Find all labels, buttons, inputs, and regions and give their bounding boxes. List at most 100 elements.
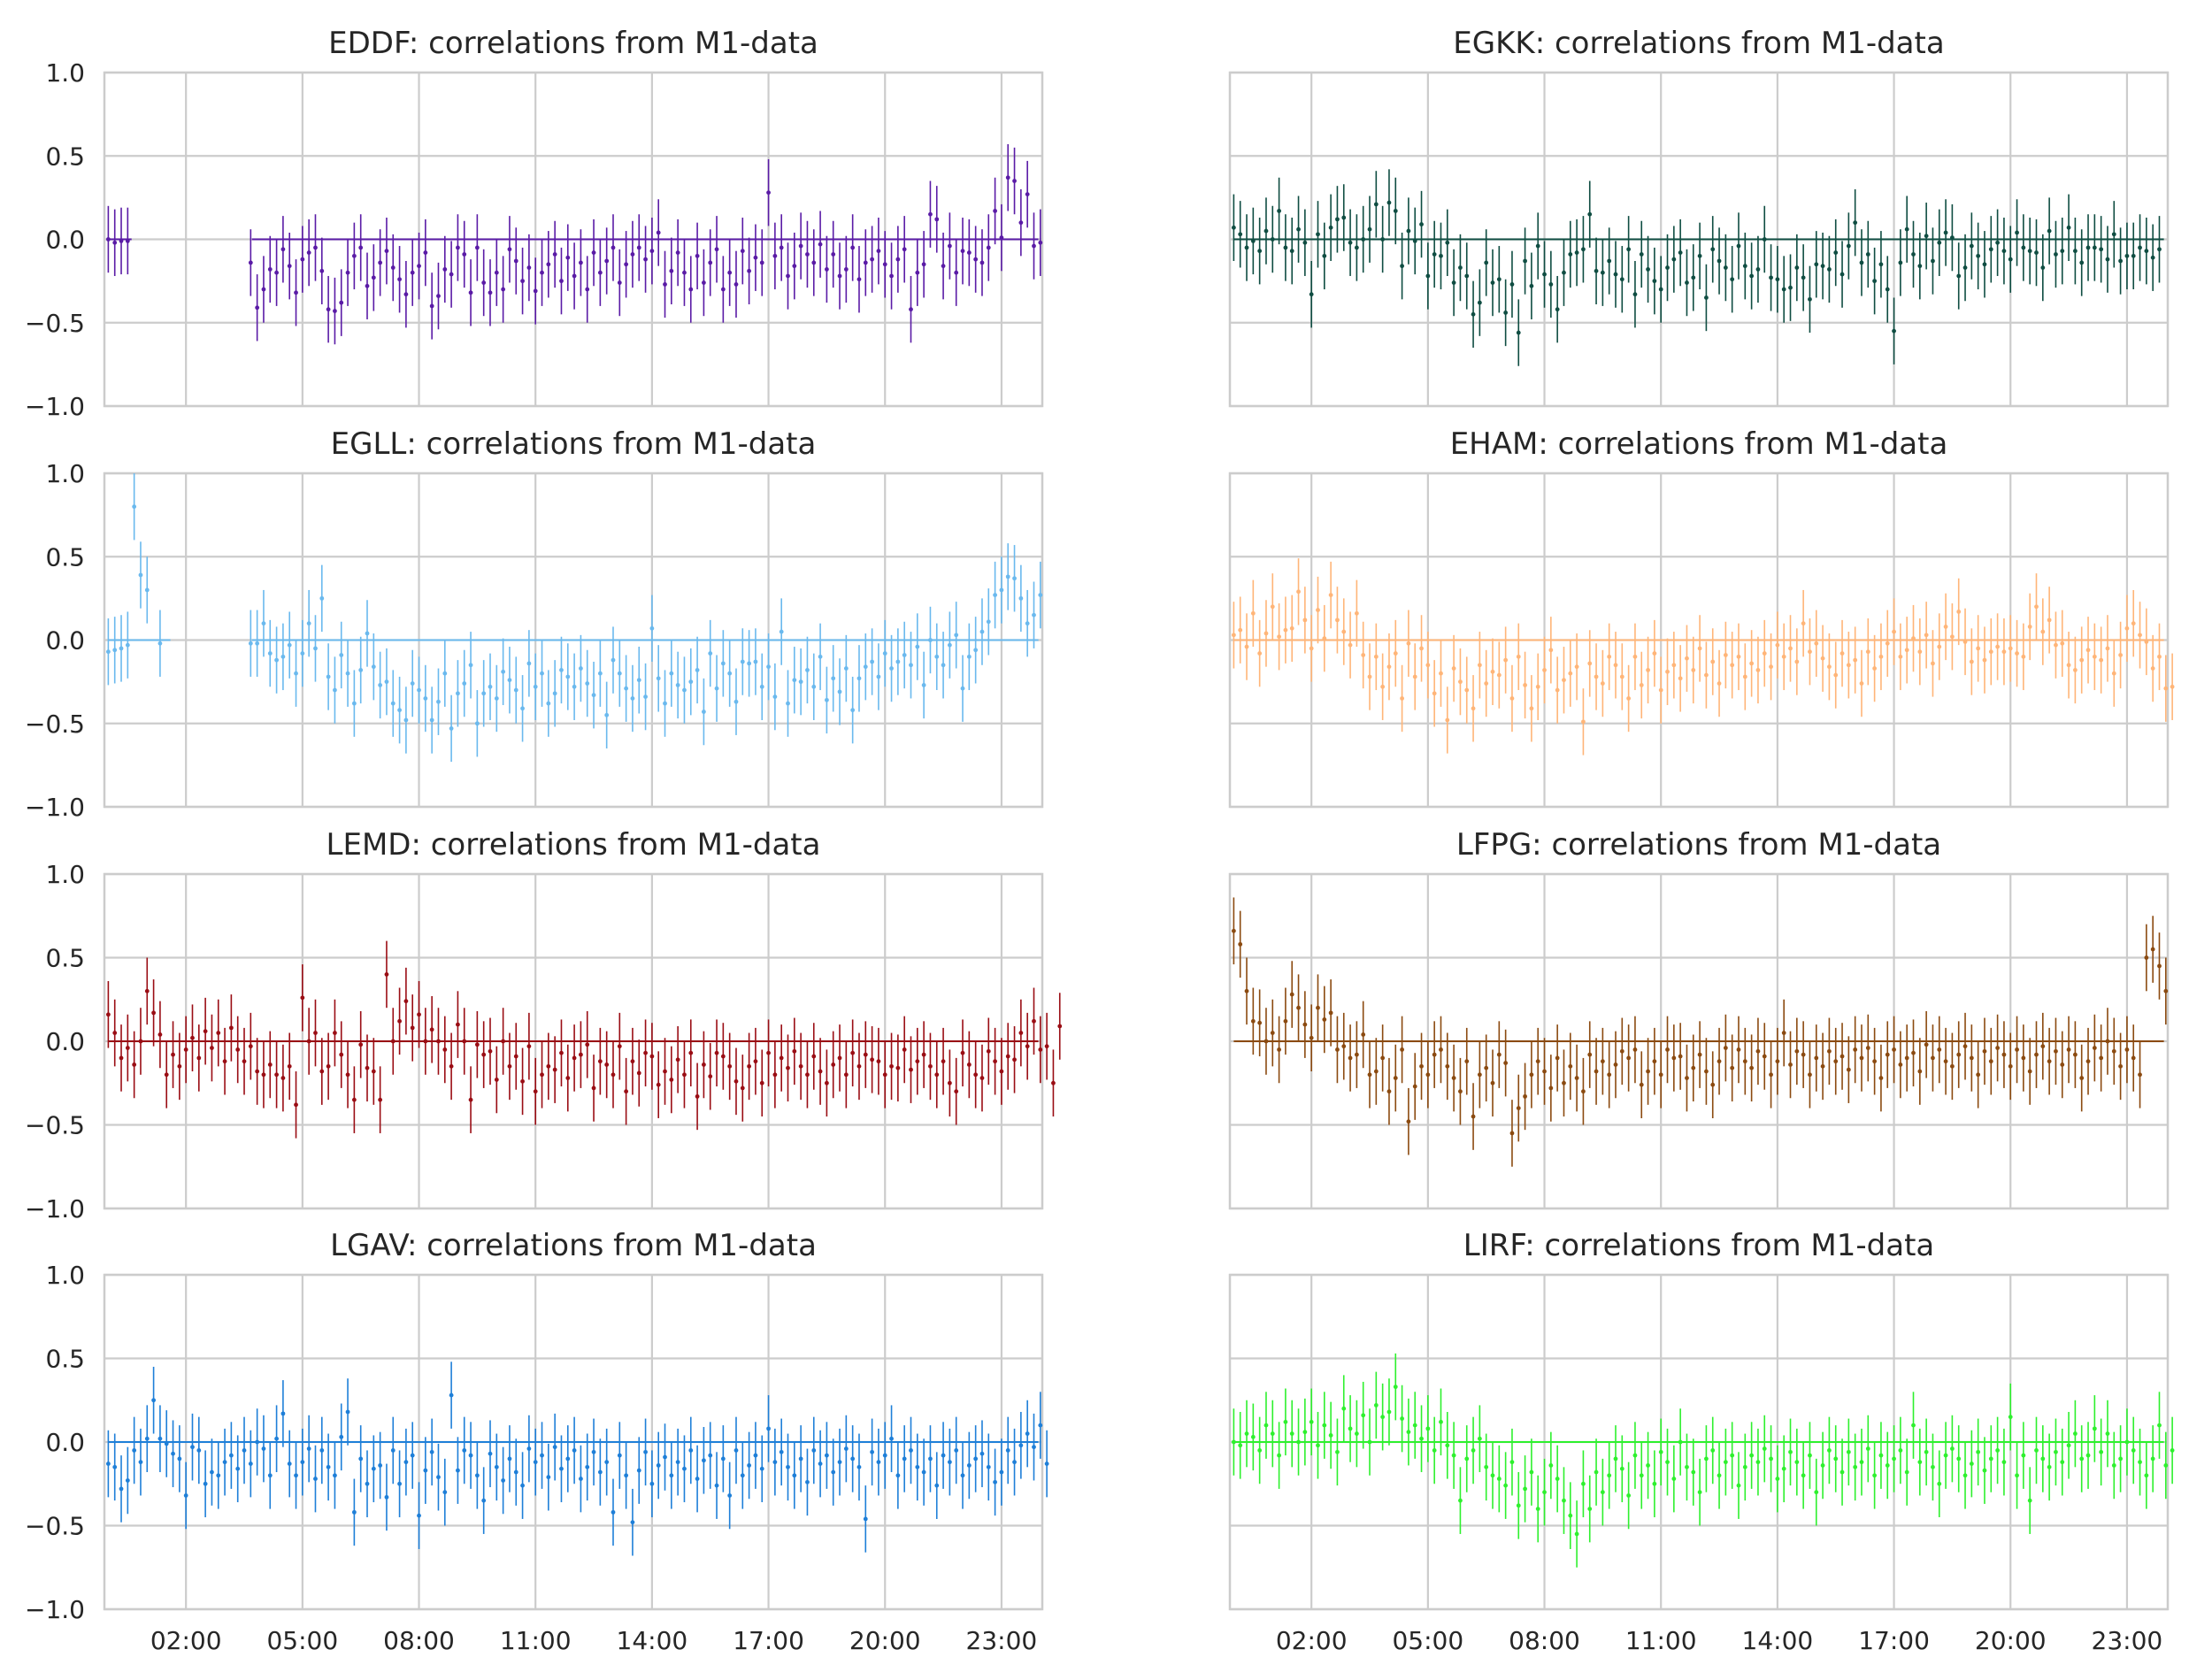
data-point bbox=[287, 1461, 292, 1466]
data-point bbox=[423, 250, 428, 255]
data-point bbox=[1762, 1446, 1767, 1451]
data-point bbox=[410, 270, 415, 275]
data-point bbox=[960, 1473, 965, 1478]
data-point bbox=[196, 1448, 202, 1453]
data-point bbox=[1032, 1018, 1036, 1024]
data-point bbox=[1464, 1059, 1470, 1064]
data-point bbox=[1646, 1069, 1650, 1074]
data-point bbox=[941, 663, 946, 668]
data-point bbox=[488, 1451, 493, 1456]
data-point bbox=[1032, 243, 1036, 249]
data-point bbox=[585, 287, 590, 292]
data-point bbox=[850, 245, 856, 250]
data-point bbox=[2060, 641, 2065, 646]
data-point bbox=[533, 1460, 538, 1465]
data-point bbox=[2138, 1460, 2142, 1465]
data-point bbox=[119, 646, 124, 651]
data-point bbox=[2027, 625, 2032, 629]
data-point bbox=[456, 1022, 460, 1027]
data-point bbox=[1238, 232, 1243, 237]
data-point bbox=[1354, 1052, 1359, 1057]
data-point bbox=[533, 1089, 538, 1094]
data-point bbox=[474, 1473, 480, 1478]
data-point bbox=[1671, 663, 1677, 668]
data-point bbox=[986, 245, 991, 250]
data-point bbox=[442, 671, 448, 676]
data-point bbox=[1904, 1469, 1909, 1475]
data-point bbox=[663, 701, 667, 706]
data-point bbox=[144, 1436, 150, 1441]
data-point bbox=[843, 666, 849, 671]
data-point bbox=[1277, 1453, 1281, 1458]
data-point bbox=[792, 1473, 797, 1478]
data-point bbox=[397, 708, 402, 713]
data-point bbox=[1568, 1513, 1573, 1518]
data-point bbox=[843, 267, 849, 272]
x-tick-label: 17:00 bbox=[1858, 1626, 1930, 1655]
y-tick-label: 1.0 bbox=[45, 1261, 85, 1290]
data-point bbox=[429, 717, 434, 723]
data-point bbox=[1924, 1042, 1929, 1047]
data-point bbox=[2118, 653, 2123, 657]
data-point bbox=[856, 1464, 862, 1469]
data-point bbox=[255, 305, 260, 311]
data-point bbox=[294, 1473, 298, 1478]
data-point bbox=[151, 1010, 156, 1016]
data-point bbox=[1619, 1466, 1624, 1471]
data-point bbox=[1788, 1062, 1793, 1067]
data-point bbox=[1257, 651, 1263, 656]
data-point bbox=[456, 1468, 460, 1473]
data-point bbox=[1432, 1448, 1437, 1453]
data-point bbox=[235, 1466, 241, 1471]
data-point bbox=[2066, 1047, 2071, 1052]
data-point bbox=[2157, 963, 2162, 969]
data-point bbox=[144, 988, 150, 993]
data-point bbox=[669, 1473, 674, 1478]
data-point bbox=[1535, 243, 1540, 249]
data-point bbox=[1341, 629, 1347, 634]
data-point bbox=[1801, 1473, 1806, 1478]
data-point bbox=[1723, 1460, 1728, 1465]
data-point bbox=[1898, 1062, 1903, 1067]
data-point bbox=[695, 1093, 700, 1099]
x-tick-label: 11:00 bbox=[500, 1626, 572, 1655]
axes-frame bbox=[103, 1273, 1044, 1611]
data-point bbox=[617, 1453, 622, 1458]
data-point bbox=[1373, 654, 1379, 659]
data-point bbox=[1814, 641, 1819, 646]
x-tick-label: 05:00 bbox=[266, 1626, 338, 1655]
data-point bbox=[1697, 253, 1702, 258]
data-point bbox=[1581, 719, 1586, 725]
data-point bbox=[1917, 264, 1923, 269]
data-point bbox=[1853, 1047, 1858, 1052]
data-point bbox=[248, 260, 253, 265]
data-point bbox=[636, 1468, 641, 1473]
data-point bbox=[1529, 283, 1534, 288]
data-point bbox=[1503, 1061, 1509, 1065]
data-point bbox=[870, 659, 875, 664]
data-point bbox=[1328, 225, 1333, 230]
data-point bbox=[1613, 1456, 1618, 1461]
data-point bbox=[462, 1039, 467, 1044]
data-point bbox=[909, 663, 913, 668]
data-point bbox=[1490, 1080, 1495, 1085]
data-point bbox=[1412, 1084, 1417, 1089]
data-point bbox=[1509, 696, 1515, 701]
data-point bbox=[1283, 245, 1288, 250]
data-point bbox=[1885, 1052, 1890, 1057]
data-point bbox=[1548, 281, 1554, 287]
data-point bbox=[1865, 1446, 1870, 1451]
data-point bbox=[1762, 651, 1767, 656]
data-point bbox=[1348, 1055, 1353, 1061]
panel-eddf: EDDF: correlations from M1-data 1.0 0.5 0.0… bbox=[25, 26, 1044, 421]
data-point bbox=[1691, 1469, 1696, 1475]
data-point bbox=[507, 247, 512, 252]
data-point bbox=[242, 1448, 247, 1453]
data-point bbox=[1263, 631, 1269, 636]
data-point bbox=[702, 710, 706, 714]
data-point bbox=[1976, 1072, 1981, 1078]
data-point bbox=[682, 1466, 687, 1471]
data-point bbox=[1678, 250, 1683, 255]
data-point bbox=[986, 1048, 991, 1054]
data-point bbox=[1587, 1052, 1593, 1057]
